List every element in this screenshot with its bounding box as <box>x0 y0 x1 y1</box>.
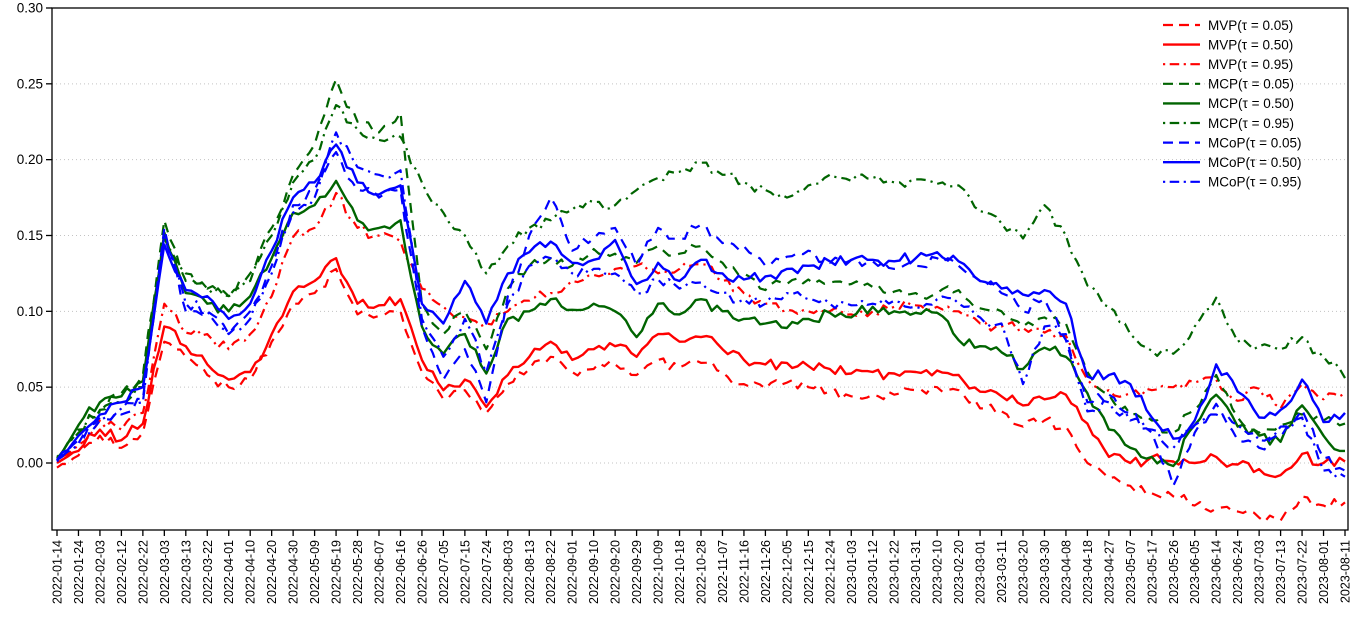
legend-label-MCP-0.95: MCP(τ = 0.95) <box>1208 116 1294 131</box>
y-tick-label: 0.05 <box>17 380 43 395</box>
plot-border <box>51 7 1349 531</box>
x-tick-label: 2023-03-20 <box>1017 540 1031 604</box>
series-line-MCP-0.50 <box>56 179 1345 468</box>
x-tick-label: 2022-09-10 <box>587 540 601 604</box>
x-tick-label: 2023-07-03 <box>1253 540 1267 604</box>
x-tick-label: 2022-03-03 <box>158 540 172 604</box>
x-tick-label: 2022-09-29 <box>630 540 644 604</box>
x-tick-label: 2022-11-07 <box>716 540 730 603</box>
x-tick-label: 2023-05-17 <box>1145 540 1159 604</box>
x-tick-label: 2022-10-09 <box>652 540 666 604</box>
x-tick-label: 2022-06-26 <box>415 540 429 604</box>
x-tick-label: 2022-12-05 <box>780 540 794 604</box>
x-tick-label: 2023-04-18 <box>1081 540 1095 604</box>
legend-label-MVP-0.95: MVP(τ = 0.95) <box>1208 57 1293 72</box>
x-tick-label: 2023-03-01 <box>974 540 988 604</box>
x-tick-label: 2023-05-26 <box>1167 540 1181 604</box>
y-tick-label: 0.20 <box>17 152 43 167</box>
x-tick-label: 2023-08-01 <box>1317 540 1331 604</box>
series-line-MCP-0.05 <box>56 78 1346 460</box>
x-tick-label: 2023-06-14 <box>1210 540 1224 604</box>
y-tick-label: 0.25 <box>17 76 43 91</box>
x-tick-label: 2022-05-09 <box>308 540 322 604</box>
x-tick-label: 2022-12-24 <box>823 540 837 604</box>
legend-label-MCP-0.50: MCP(τ = 0.50) <box>1208 96 1294 111</box>
x-tick-label: 2023-04-27 <box>1102 540 1116 604</box>
x-tick-label: 2023-02-20 <box>952 540 966 604</box>
x-tick-label: 2023-06-24 <box>1231 540 1245 604</box>
x-tick-label: 2022-09-20 <box>609 540 623 604</box>
x-tick-label: 2023-01-31 <box>909 540 923 604</box>
x-tick-label: 2022-07-15 <box>458 540 472 604</box>
x-tick-label: 2022-02-12 <box>115 540 129 604</box>
legend-label-MVP-0.05: MVP(τ = 0.05) <box>1208 18 1293 33</box>
x-tick-label: 2022-11-26 <box>759 540 773 603</box>
series-line-MVP-0.05 <box>56 267 1346 523</box>
x-tick-label: 2022-02-03 <box>93 540 107 604</box>
x-tick-label: 2023-02-10 <box>931 540 945 604</box>
x-tick-label: 2023-05-07 <box>1124 540 1138 604</box>
x-tick-label: 2022-10-18 <box>673 540 687 604</box>
x-tick-label: 2022-01-14 <box>51 540 65 604</box>
x-tick-label: 2022-04-10 <box>244 540 258 604</box>
legend-label-MCoP-0.95: MCoP(τ = 0.95) <box>1208 175 1302 190</box>
y-tick-label: 0.10 <box>17 304 43 319</box>
x-tick-label: 2022-12-15 <box>802 540 816 604</box>
legend-label-MCoP-0.05: MCoP(τ = 0.05) <box>1208 135 1302 150</box>
series-line-MCoP-0.50 <box>56 143 1346 461</box>
x-tick-label: 2022-10-28 <box>695 540 709 604</box>
legend-label-MCoP-0.50: MCoP(τ = 0.50) <box>1208 155 1302 170</box>
x-tick-label: 2022-02-22 <box>136 540 150 604</box>
series-line-MCoP-0.95 <box>56 131 1346 478</box>
x-tick-label: 2023-03-30 <box>1038 540 1052 604</box>
x-tick-label: 2022-04-01 <box>222 540 236 604</box>
x-tick-label: 2023-04-08 <box>1059 540 1073 604</box>
x-tick-label: 2022-06-07 <box>373 540 387 604</box>
x-tick-label: 2022-06-16 <box>394 540 408 604</box>
y-tick-label: 0.15 <box>17 228 43 243</box>
x-tick-label: 2022-08-03 <box>501 540 515 604</box>
x-tick-label: 2022-03-22 <box>201 540 215 604</box>
x-tick-label: 2022-05-19 <box>330 540 344 604</box>
series-line-MCP-0.95 <box>56 103 1346 458</box>
x-tick-label: 2022-04-20 <box>265 540 279 604</box>
x-tick-label: 2022-09-01 <box>566 540 580 604</box>
x-tick-label: 2023-01-22 <box>888 540 902 604</box>
x-tick-label: 2023-03-11 <box>995 540 1009 603</box>
legend-label-MVP-0.50: MVP(τ = 0.50) <box>1208 37 1293 52</box>
x-tick-label: 2022-07-24 <box>480 540 494 604</box>
x-tick-label: 2022-05-28 <box>351 540 365 604</box>
series-line-MVP-0.95 <box>56 191 1346 461</box>
x-tick-label: 2023-01-03 <box>845 540 859 604</box>
series-line-MCoP-0.05 <box>56 151 1346 487</box>
x-tick-label: 2023-01-12 <box>866 540 880 604</box>
x-tick-label: 2022-08-22 <box>544 540 558 604</box>
x-tick-label: 2022-11-16 <box>737 540 751 603</box>
y-tick-label: 0.00 <box>17 456 43 471</box>
y-tick-label: 0.30 <box>17 0 43 15</box>
x-tick-label: 2023-06-05 <box>1188 540 1202 604</box>
legend-label-MCP-0.05: MCP(τ = 0.05) <box>1208 77 1294 92</box>
x-tick-label: 2023-08-11 <box>1339 540 1353 603</box>
x-tick-label: 2022-08-13 <box>523 540 537 604</box>
x-tick-label: 2022-01-24 <box>72 540 86 604</box>
series-line-MVP-0.50 <box>56 257 1346 479</box>
x-tick-label: 2023-07-13 <box>1274 540 1288 604</box>
x-tick-label: 2023-07-22 <box>1296 540 1310 604</box>
x-tick-label: 2022-03-13 <box>179 540 193 604</box>
x-tick-label: 2022-04-30 <box>287 540 301 604</box>
x-tick-label: 2022-07-05 <box>437 540 451 604</box>
